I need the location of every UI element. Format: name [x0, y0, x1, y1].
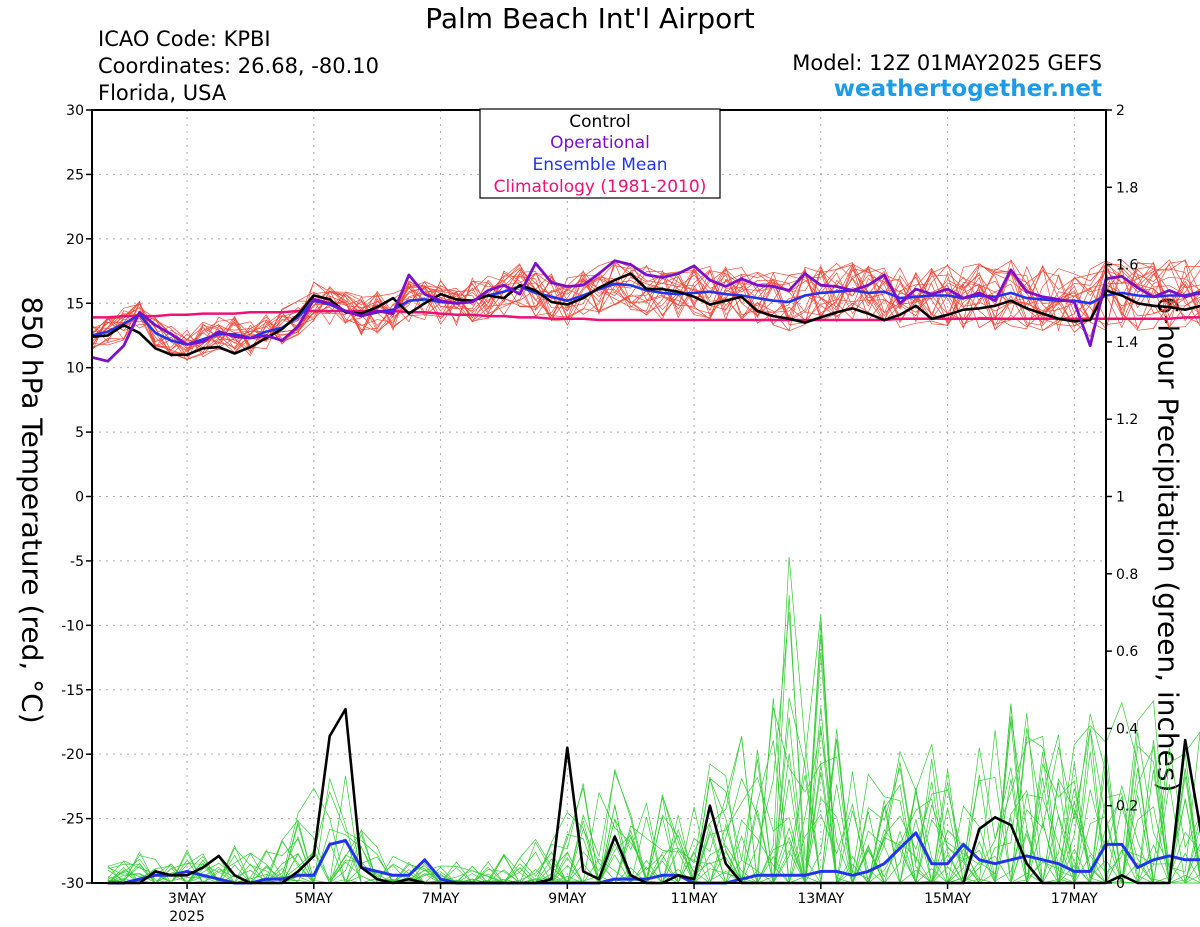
x-tick-label: 3MAY	[168, 891, 206, 907]
y-right-tick-label: 1.2	[1116, 412, 1138, 428]
precip-member-line	[107, 749, 1200, 885]
precip-member-line	[107, 704, 1200, 884]
temp-control-line	[91, 272, 1200, 357]
precip-member-line	[107, 697, 1200, 885]
y-left-tick-label: 0	[75, 490, 84, 506]
temp-member-line	[91, 258, 1200, 350]
y-right-tick-label: 2	[1116, 103, 1125, 119]
x-tick-label: 9MAY	[548, 891, 586, 907]
y-left-tick-label: -30	[61, 876, 84, 892]
precip-member-line	[107, 699, 1200, 885]
y-left-tick-label: 5	[75, 425, 84, 441]
temp-ensemble-members	[91, 258, 1200, 362]
precip-member-line	[107, 556, 1200, 885]
axes: 302520151050-5-10-15-20-25-3021.81.61.41…	[61, 103, 1138, 925]
temp-member-line	[91, 264, 1200, 355]
temp-member-line	[91, 264, 1200, 350]
legend-box	[479, 108, 721, 199]
precip-control-line	[107, 707, 1200, 885]
series-lines	[91, 259, 1200, 885]
y-left-tick-label: 25	[66, 167, 84, 183]
precip-member-line	[107, 713, 1200, 885]
precip-member-line	[107, 652, 1200, 885]
y-right-tick-label: 1.6	[1116, 258, 1138, 274]
y-right-tick-label: 0.8	[1116, 567, 1138, 583]
y-left-tick-label: -20	[61, 747, 84, 763]
temp-member-line	[91, 260, 1200, 348]
x-tick-label: 5MAY	[295, 891, 333, 907]
y-left-tick-label: 30	[66, 103, 84, 119]
y-left-tick-label: -10	[61, 618, 84, 634]
temp-member-line	[91, 262, 1200, 354]
grid-lines	[92, 110, 1106, 883]
legend-ensemble-mean: Ensemble Mean	[532, 155, 667, 175]
y-left-tick-label: -15	[61, 683, 84, 699]
temp-member-line	[91, 259, 1200, 360]
temp-member-line	[91, 261, 1200, 362]
region: Florida, USA	[98, 81, 227, 105]
precip-ensemble-members	[107, 556, 1200, 885]
temp-member-line	[91, 259, 1200, 356]
y-right-tick-label: 1.4	[1116, 335, 1138, 351]
legend-operational: Operational	[550, 133, 650, 153]
y-left-tick-label: 20	[66, 232, 84, 248]
x-tick-label: 7MAY	[422, 891, 460, 907]
temp-operational-line	[91, 259, 1200, 363]
x-tick-label: 17MAY	[1051, 891, 1098, 907]
precip-ensemble-mean-line	[107, 831, 1200, 885]
temp-member-line	[91, 262, 1200, 360]
y-right-tick-label: 0.6	[1116, 644, 1138, 660]
legend: Control Operational Ensemble Mean Climat…	[479, 108, 721, 199]
precip-member-line	[107, 698, 1200, 885]
x-tick-label: 13MAY	[797, 891, 844, 907]
y-left-tick-label: -25	[61, 812, 84, 828]
climatology-line	[92, 309, 1200, 322]
temp-member-line	[91, 262, 1200, 358]
legend-climatology: Climatology (1981-2010)	[494, 177, 707, 197]
y-right-tick-label: 1.8	[1116, 180, 1138, 196]
y-right-tick-label: 0	[1116, 876, 1125, 892]
legend-control: Control	[569, 112, 630, 132]
y-left-tick-label: -5	[70, 554, 84, 570]
chart-title: Palm Beach Int'l Airport	[425, 2, 755, 35]
y-right-tick-label: 0.2	[1116, 799, 1138, 815]
icao-code: ICAO Code: KPBI	[98, 27, 271, 51]
temp-member-line	[91, 259, 1200, 354]
x-tick-label: 15MAY	[924, 891, 971, 907]
coordinates: Coordinates: 26.68, -80.10	[98, 54, 379, 78]
website-link[interactable]: weathertogether.net	[833, 76, 1102, 102]
x-tick-label: 11MAY	[671, 891, 718, 907]
model-run: Model: 12Z 01MAY2025 GEFS	[792, 51, 1102, 75]
temp-member-line	[91, 260, 1200, 352]
y-left-tick-label: 10	[66, 361, 84, 377]
x-year-label: 2025	[169, 909, 205, 925]
y-left-tick-label: 15	[66, 296, 84, 312]
y-right-tick-label: 1	[1116, 490, 1125, 506]
precip-member-line	[107, 707, 1200, 885]
y-right-tick-label: 0.4	[1116, 721, 1138, 737]
temp-member-line	[91, 265, 1200, 355]
